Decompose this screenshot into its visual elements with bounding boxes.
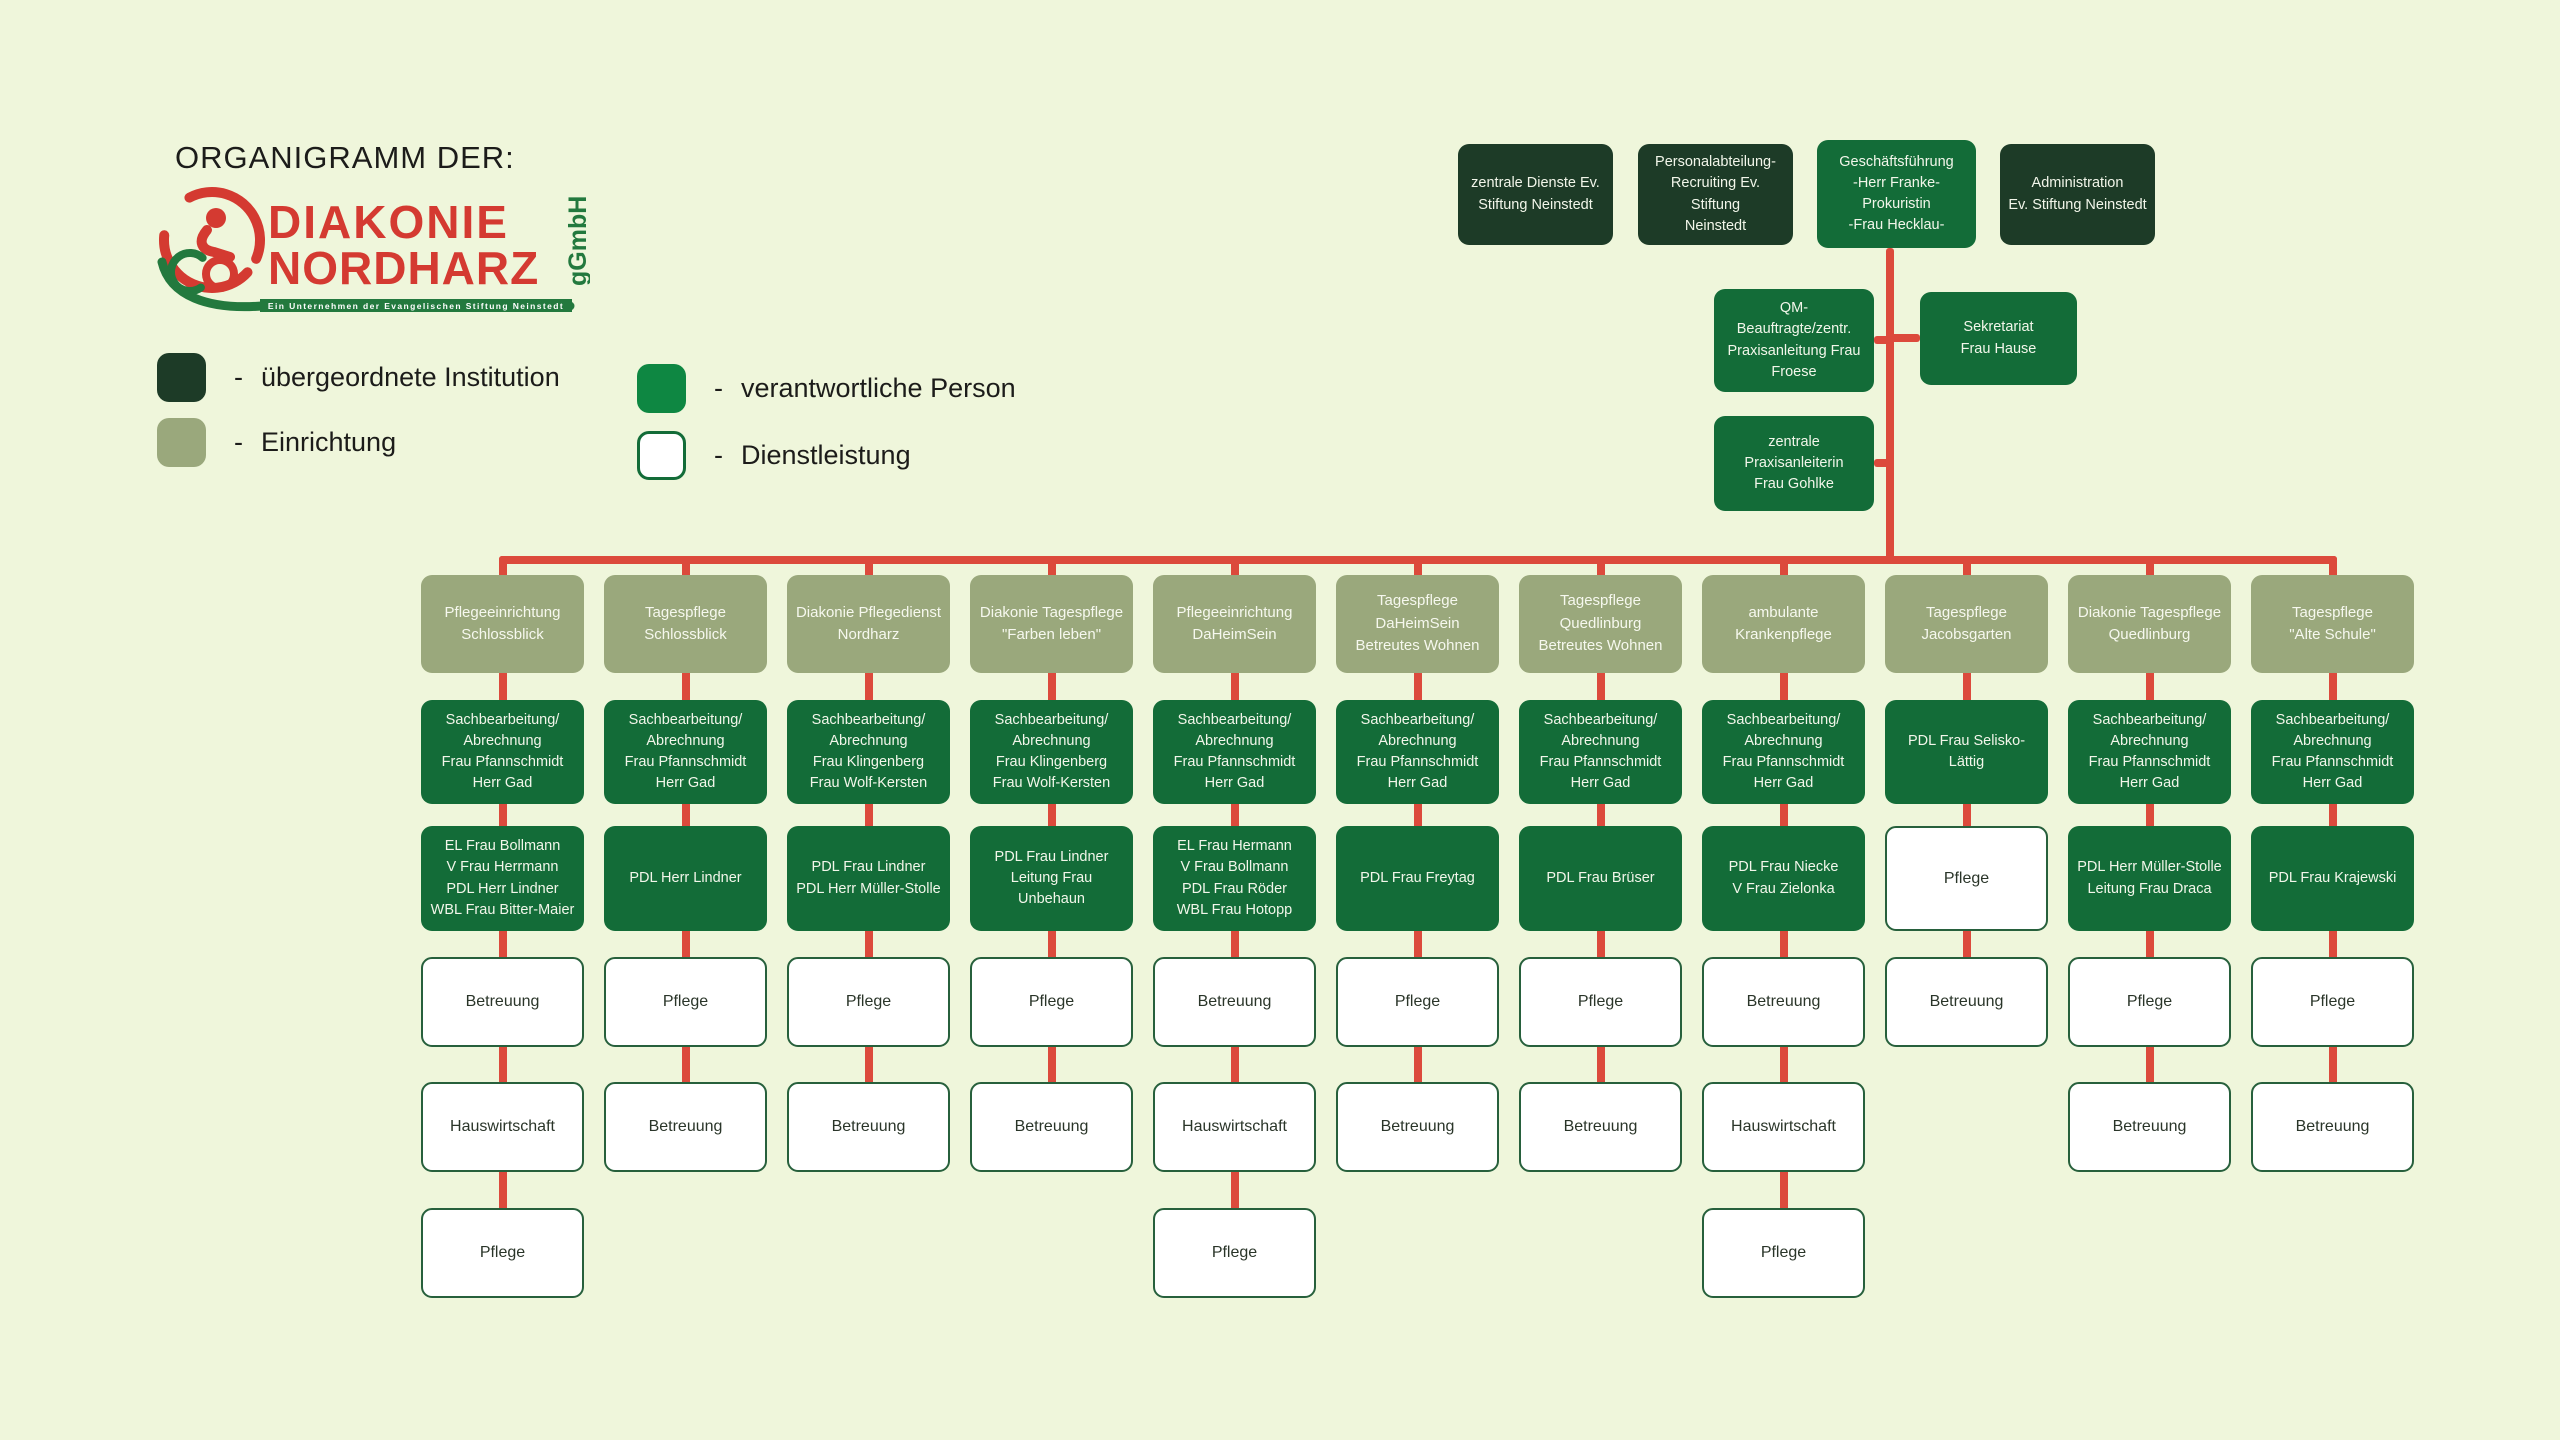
org-box-service-10-3: Betreuung — [2251, 1082, 2414, 1172]
org-box-person-4-1: EL Frau Hermann V Frau Bollmann PDL Frau… — [1153, 826, 1316, 931]
org-box-person-4-0: Sachbearbeitung/ Abrechnung Frau Pfannsc… — [1153, 700, 1316, 804]
org-box-person-8-0: PDL Frau Selisko-Lättig — [1885, 700, 2048, 804]
diakonie-nordharz-logo: DIAKONIE NORDHARZ gGmbH Ein Unternehmen … — [157, 187, 590, 312]
org-box-person-2-0: Sachbearbeitung/ Abrechnung Frau Klingen… — [787, 700, 950, 804]
legend-swatch-institution — [157, 352, 206, 402]
org-box-person-1-0: Sachbearbeitung/ Abrechnung Frau Pfannsc… — [604, 700, 767, 804]
org-box-einrichtung-6: Tagespflege Quedlinburg Betreutes Wohnen — [1519, 575, 1682, 673]
org-box-service-2-2: Pflege — [787, 957, 950, 1047]
org-box-einrichtung-2: Diakonie Pflegedienst Nordharz — [787, 575, 950, 673]
legend-label: verantwortliche Person — [741, 372, 1016, 403]
org-box-person-7-0: Sachbearbeitung/ Abrechnung Frau Pfannsc… — [1702, 700, 1865, 804]
org-box-person-9-1: PDL Herr Müller-Stolle Leitung Frau Drac… — [2068, 826, 2231, 931]
org-box-service-6-2: Pflege — [1519, 957, 1682, 1047]
org-box-service-4-2: Betreuung — [1153, 957, 1316, 1047]
legend-swatch-dienstleistung — [637, 430, 686, 480]
org-box-person-9-0: Sachbearbeitung/ Abrechnung Frau Pfannsc… — [2068, 700, 2231, 804]
legend-swatch-person — [637, 363, 686, 413]
legend-swatch-einrichtung — [157, 417, 206, 467]
org-box-qm-beauftragte: QM- Beauftragte/zentr. Praxisanleitung F… — [1714, 289, 1874, 392]
org-box-service-8-1: Pflege — [1885, 826, 2048, 931]
legend-dash: - — [714, 439, 723, 470]
org-box-einrichtung-1: Tagespflege Schlossblick — [604, 575, 767, 673]
org-box-person-7-1: PDL Frau Niecke V Frau Zielonka — [1702, 826, 1865, 931]
org-box-sekretariat: Sekretariat Frau Hause — [1920, 292, 2077, 385]
org-box-service-4-3: Hauswirtschaft — [1153, 1082, 1316, 1172]
org-box-person-10-1: PDL Frau Krajewski — [2251, 826, 2414, 931]
org-box-service-1-2: Pflege — [604, 957, 767, 1047]
org-box-top-3: Administration Ev. Stiftung Neinstedt — [2000, 144, 2155, 245]
org-box-person-0-1: EL Frau Bollmann V Frau Herrmann PDL Her… — [421, 826, 584, 931]
logo-word-2: NORDHARZ — [268, 242, 539, 294]
legend-dash: - — [714, 372, 723, 403]
org-box-person-1-1: PDL Herr Lindner — [604, 826, 767, 931]
org-box-einrichtung-0: Pflegeeinrichtung Schlossblick — [421, 575, 584, 673]
org-box-top-1: Personalabteilung- Recruiting Ev. Stiftu… — [1638, 144, 1793, 245]
connector-line — [1886, 248, 1894, 564]
org-box-service-1-3: Betreuung — [604, 1082, 767, 1172]
org-box-einrichtung-7: ambulante Krankenpflege — [1702, 575, 1865, 673]
org-box-person-0-0: Sachbearbeitung/ Abrechnung Frau Pfannsc… — [421, 700, 584, 804]
org-box-service-9-3: Betreuung — [2068, 1082, 2231, 1172]
org-box-service-2-3: Betreuung — [787, 1082, 950, 1172]
legend-label: Dienstleistung — [741, 439, 911, 470]
org-box-zentrale-praxisanleiterin: zentrale Praxisanleiterin Frau Gohlke — [1714, 416, 1874, 511]
org-box-einrichtung-10: Tagespflege "Alte Schule" — [2251, 575, 2414, 673]
logo-suffix: gGmbH — [564, 196, 590, 286]
legend-item-institution: - übergeordnete Institution — [157, 352, 560, 402]
page-title: ORGANIGRAMM DER: — [175, 140, 515, 175]
org-box-service-5-2: Pflege — [1336, 957, 1499, 1047]
org-box-einrichtung-3: Diakonie Tagespflege "Farben leben" — [970, 575, 1133, 673]
org-box-einrichtung-5: Tagespflege DaHeimSein Betreutes Wohnen — [1336, 575, 1499, 673]
legend-label: Einrichtung — [261, 426, 397, 457]
legend-label: übergeordnete Institution — [261, 361, 560, 392]
org-box-top-2: Geschäftsführung -Herr Franke- Prokurist… — [1817, 140, 1976, 248]
org-box-service-10-2: Pflege — [2251, 957, 2414, 1047]
legend-item-einrichtung: - Einrichtung — [157, 417, 396, 467]
org-box-service-8-2: Betreuung — [1885, 957, 2048, 1047]
org-box-service-7-2: Betreuung — [1702, 957, 1865, 1047]
org-box-person-6-0: Sachbearbeitung/ Abrechnung Frau Pfannsc… — [1519, 700, 1682, 804]
org-box-person-3-0: Sachbearbeitung/ Abrechnung Frau Klingen… — [970, 700, 1133, 804]
org-box-service-4-4: Pflege — [1153, 1208, 1316, 1298]
org-box-service-5-3: Betreuung — [1336, 1082, 1499, 1172]
legend-dash: - — [234, 361, 243, 392]
connector-line — [1886, 334, 1920, 342]
connector-line — [1874, 459, 1894, 467]
org-box-person-10-0: Sachbearbeitung/ Abrechnung Frau Pfannsc… — [2251, 700, 2414, 804]
legend-item-person: - verantwortliche Person — [637, 363, 1016, 413]
org-box-einrichtung-8: Tagespflege Jacobsgarten — [1885, 575, 2048, 673]
logo-tagline: Ein Unternehmen der Evangelischen Stiftu… — [268, 301, 564, 311]
connector-line — [1874, 336, 1894, 344]
org-box-person-6-1: PDL Frau Brüser — [1519, 826, 1682, 931]
org-box-service-7-4: Pflege — [1702, 1208, 1865, 1298]
org-box-person-3-1: PDL Frau Lindner Leitung Frau Unbehaun — [970, 826, 1133, 931]
org-box-service-7-3: Hauswirtschaft — [1702, 1082, 1865, 1172]
org-box-person-5-1: PDL Frau Freytag — [1336, 826, 1499, 931]
org-box-top-0: zentrale Dienste Ev. Stiftung Neinstedt — [1458, 144, 1613, 245]
org-box-person-5-0: Sachbearbeitung/ Abrechnung Frau Pfannsc… — [1336, 700, 1499, 804]
org-box-service-6-3: Betreuung — [1519, 1082, 1682, 1172]
legend-dash: - — [234, 426, 243, 457]
org-box-service-0-4: Pflege — [421, 1208, 584, 1298]
org-box-einrichtung-9: Diakonie Tagespflege Quedlinburg — [2068, 575, 2231, 673]
legend-item-dienstleistung: - Dienstleistung — [637, 430, 911, 480]
org-box-service-3-2: Pflege — [970, 957, 1133, 1047]
wheelchair-icon — [157, 187, 575, 312]
logo-word-1: DIAKONIE — [268, 196, 509, 248]
org-box-service-0-2: Betreuung — [421, 957, 584, 1047]
org-box-service-9-2: Pflege — [2068, 957, 2231, 1047]
org-box-person-2-1: PDL Frau Lindner PDL Herr Müller-Stolle — [787, 826, 950, 931]
org-box-service-0-3: Hauswirtschaft — [421, 1082, 584, 1172]
org-box-einrichtung-4: Pflegeeinrichtung DaHeimSein — [1153, 575, 1316, 673]
org-box-service-3-3: Betreuung — [970, 1082, 1133, 1172]
